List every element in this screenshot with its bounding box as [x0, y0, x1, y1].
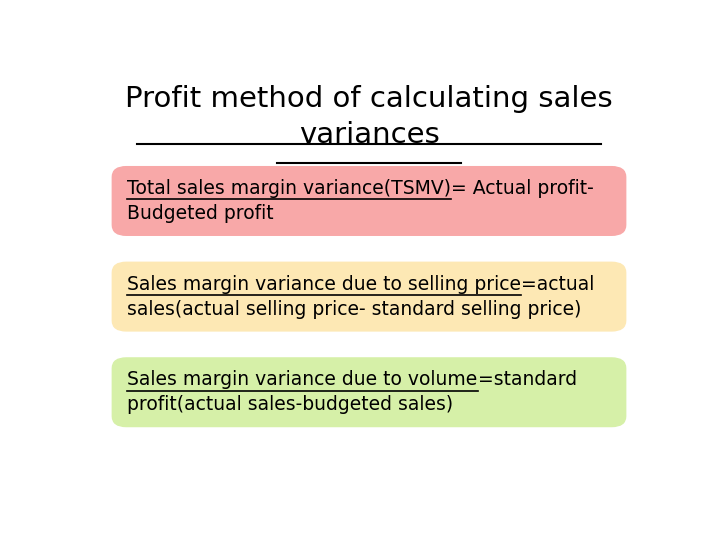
- FancyBboxPatch shape: [112, 358, 626, 427]
- Text: Profit method of calculating sales
variances: Profit method of calculating sales varia…: [125, 85, 613, 148]
- Text: =actual: =actual: [521, 274, 595, 294]
- Text: Budgeted profit: Budgeted profit: [127, 204, 274, 223]
- Text: =standard: =standard: [477, 370, 577, 389]
- Text: Total sales margin variance(TSMV): Total sales margin variance(TSMV): [127, 179, 451, 198]
- Text: = Actual profit-: = Actual profit-: [451, 179, 594, 198]
- FancyBboxPatch shape: [112, 167, 626, 235]
- FancyBboxPatch shape: [112, 262, 626, 331]
- Text: profit(actual sales-budgeted sales): profit(actual sales-budgeted sales): [127, 395, 454, 414]
- Text: Sales margin variance due to volume: Sales margin variance due to volume: [127, 370, 477, 389]
- Text: Sales margin variance due to selling price: Sales margin variance due to selling pri…: [127, 274, 521, 294]
- Text: sales(actual selling price- standard selling price): sales(actual selling price- standard sel…: [127, 300, 582, 319]
